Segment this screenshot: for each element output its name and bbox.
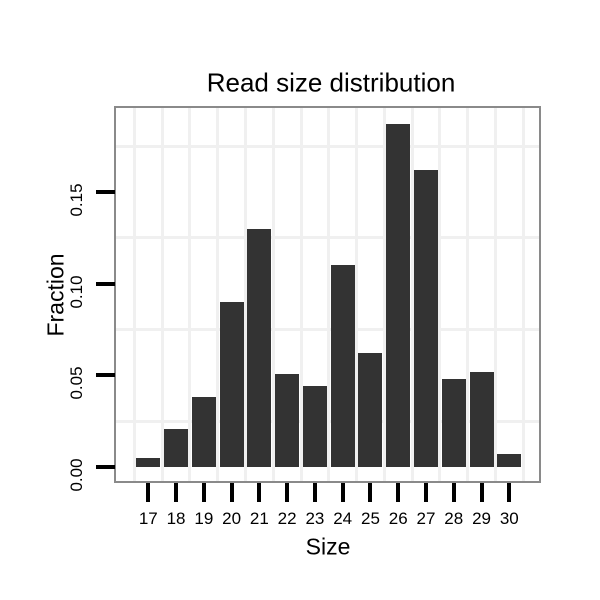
y-tick-label-0.15: 0.15 xyxy=(67,183,86,217)
horizontal-gridline xyxy=(116,419,539,423)
x-axis-tick xyxy=(312,483,317,502)
vertical-gridline xyxy=(327,108,331,481)
vertical-gridline xyxy=(216,108,220,481)
x-tick-label-24: 24 xyxy=(333,509,353,528)
vertical-gridline xyxy=(382,108,386,481)
vertical-gridline xyxy=(299,108,303,481)
x-tick-label-18: 18 xyxy=(166,509,186,528)
y-axis-title: Fraction xyxy=(42,253,69,337)
x-tick-label-29: 29 xyxy=(472,509,491,528)
y-axis-tick xyxy=(96,190,115,195)
bar-30 xyxy=(497,454,522,467)
bar-19 xyxy=(191,397,216,467)
y-axis-tick xyxy=(96,281,115,286)
x-axis-tick xyxy=(201,483,206,502)
x-tick-label-25: 25 xyxy=(360,509,380,528)
y-tick-label-0.00: 0.00 xyxy=(67,458,86,492)
vertical-gridline xyxy=(438,108,442,481)
x-axis-tick xyxy=(368,483,373,502)
x-axis-tick xyxy=(396,483,401,502)
vertical-gridline xyxy=(466,108,470,481)
bar-20 xyxy=(219,302,244,467)
vertical-gridline xyxy=(521,108,525,481)
bar-26 xyxy=(386,124,411,467)
x-tick-label-26: 26 xyxy=(388,509,408,528)
y-axis-tick xyxy=(96,373,115,378)
x-tick-label-28: 28 xyxy=(444,509,464,528)
bar-23 xyxy=(302,386,327,467)
bar-17 xyxy=(136,457,161,467)
x-axis-tick xyxy=(229,483,234,502)
x-tick-label-30: 30 xyxy=(499,509,519,528)
vertical-gridline xyxy=(243,108,247,481)
vertical-gridline xyxy=(132,108,136,481)
x-axis-tick xyxy=(285,483,290,502)
bar-21 xyxy=(247,228,272,467)
vertical-gridline xyxy=(410,108,414,481)
x-tick-label-22: 22 xyxy=(277,509,297,528)
vertical-gridline xyxy=(160,108,164,481)
x-tick-label-17: 17 xyxy=(138,509,158,528)
vertical-gridline xyxy=(188,108,192,481)
horizontal-gridline xyxy=(116,328,539,332)
x-axis-tick xyxy=(479,483,484,502)
x-axis-tick xyxy=(174,483,179,502)
x-tick-label-23: 23 xyxy=(305,509,325,528)
vertical-gridline xyxy=(271,108,275,481)
x-tick-label-27: 27 xyxy=(416,509,436,528)
x-axis-title: Size xyxy=(305,533,351,560)
x-axis-tick xyxy=(340,483,345,502)
bar-24 xyxy=(330,265,355,467)
bar-22 xyxy=(275,373,300,467)
horizontal-gridline xyxy=(116,144,539,148)
y-axis-tick xyxy=(96,465,115,469)
vertical-gridline xyxy=(355,108,359,481)
x-axis-tick xyxy=(451,483,456,502)
x-axis-tick xyxy=(146,483,151,502)
x-axis-tick xyxy=(507,483,512,502)
x-tick-label-20: 20 xyxy=(222,509,242,528)
bar-25 xyxy=(358,353,383,467)
y-tick-label-0.10: 0.10 xyxy=(67,275,86,309)
bar-27 xyxy=(414,170,438,467)
x-axis-tick xyxy=(257,483,262,502)
bar-18 xyxy=(164,428,189,467)
plot-panel xyxy=(114,106,541,483)
bar-28 xyxy=(441,379,466,467)
x-axis-tick xyxy=(424,483,428,502)
bar-29 xyxy=(469,371,494,467)
chart-title: Read size distribution xyxy=(206,67,456,98)
x-tick-label-19: 19 xyxy=(194,509,214,528)
x-tick-label-21: 21 xyxy=(249,509,269,528)
vertical-gridline xyxy=(493,108,497,481)
y-tick-label-0.05: 0.05 xyxy=(67,366,86,400)
horizontal-gridline xyxy=(116,236,539,240)
